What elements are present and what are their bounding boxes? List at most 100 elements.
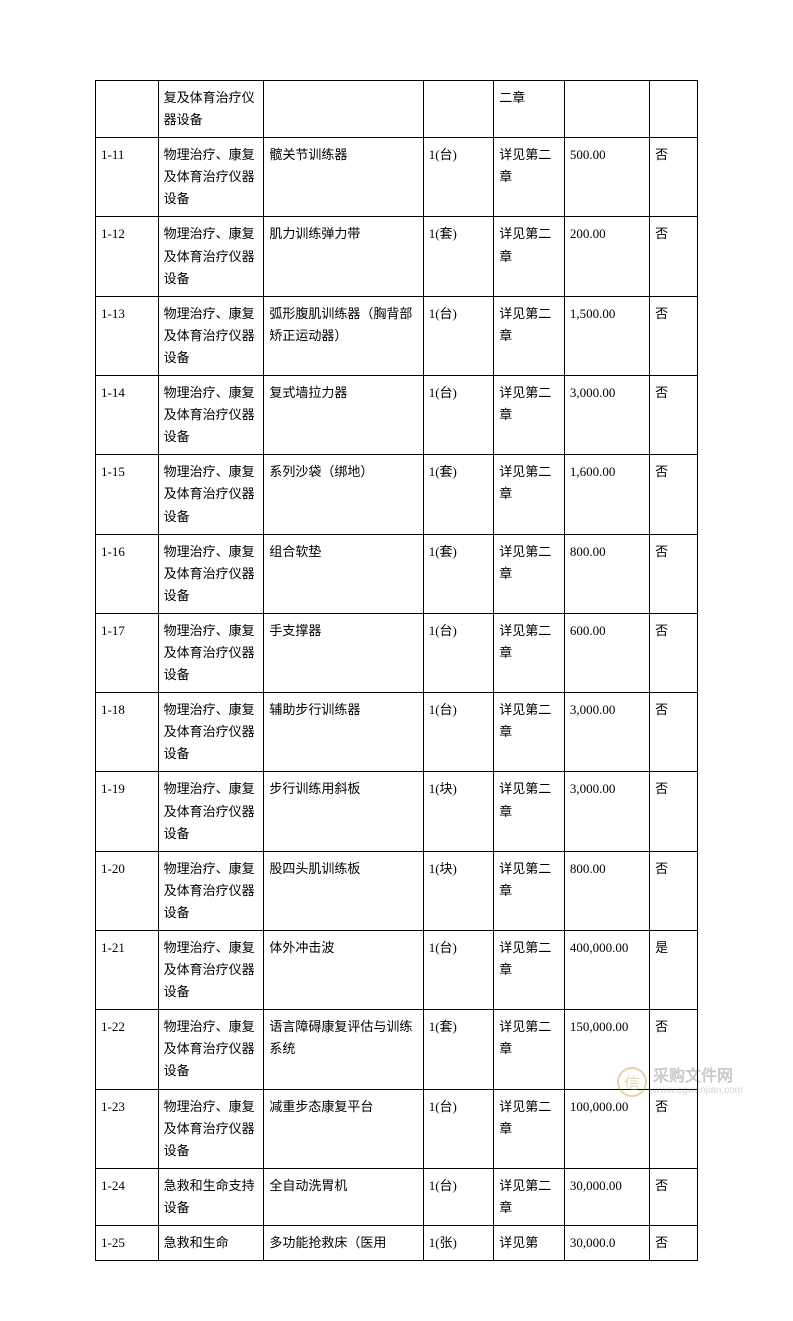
table-cell: 600.00 <box>564 613 649 692</box>
table-cell: 物理治疗、康复及体育治疗仪器设备 <box>158 693 264 772</box>
table-cell: 否 <box>650 455 698 534</box>
table-cell: 1-24 <box>96 1168 159 1225</box>
table-row: 1-14物理治疗、康复及体育治疗仪器设备复式墙拉力器1(台)详见第二章3,000… <box>96 376 698 455</box>
watermark-text-container: 采购文件网 www.cgwenjian.com <box>653 1068 743 1097</box>
table-cell: 详见第二章 <box>494 455 565 534</box>
table-cell: 1-20 <box>96 851 159 930</box>
table-cell: 100,000.00 <box>564 1089 649 1168</box>
table-cell: 详见第二章 <box>494 1010 565 1089</box>
table-cell: 弧形腹肌训练器（胸背部矫正运动器） <box>264 296 423 375</box>
table-cell: 是 <box>650 931 698 1010</box>
table-cell: 否 <box>650 772 698 851</box>
table-cell: 否 <box>650 138 698 217</box>
table-cell: 1-15 <box>96 455 159 534</box>
watermark-icon: 信 <box>617 1067 647 1097</box>
table-cell: 1(台) <box>423 138 494 217</box>
table-row: 1-12物理治疗、康复及体育治疗仪器设备肌力训练弹力带1(套)详见第二章200.… <box>96 217 698 296</box>
table-cell: 否 <box>650 376 698 455</box>
table-cell: 全自动洗胃机 <box>264 1168 423 1225</box>
table-cell: 物理治疗、康复及体育治疗仪器设备 <box>158 613 264 692</box>
table-cell: 1(张) <box>423 1226 494 1261</box>
table-cell: 详见第二章 <box>494 1089 565 1168</box>
table-cell: 3,000.00 <box>564 772 649 851</box>
table-row: 1-25急救和生命多功能抢救床（医用1(张)详见第30,000.0否 <box>96 1226 698 1261</box>
table-cell: 详见第二章 <box>494 851 565 930</box>
table-cell: 否 <box>650 534 698 613</box>
table-cell: 详见第二章 <box>494 217 565 296</box>
table-cell: 物理治疗、康复及体育治疗仪器设备 <box>158 138 264 217</box>
table-cell: 1,600.00 <box>564 455 649 534</box>
table-cell: 详见第二章 <box>494 693 565 772</box>
table-cell: 复式墙拉力器 <box>264 376 423 455</box>
table-cell: 物理治疗、康复及体育治疗仪器设备 <box>158 376 264 455</box>
table-cell: 800.00 <box>564 851 649 930</box>
table-cell: 否 <box>650 1089 698 1168</box>
table-row: 1-17物理治疗、康复及体育治疗仪器设备手支撑器1(台)详见第二章600.00否 <box>96 613 698 692</box>
table-cell: 详见第二章 <box>494 931 565 1010</box>
table-cell: 3,000.00 <box>564 693 649 772</box>
table-cell: 减重步态康复平台 <box>264 1089 423 1168</box>
equipment-table: 复及体育治疗仪器设备二章1-11物理治疗、康复及体育治疗仪器设备髋关节训练器1(… <box>95 80 698 1261</box>
table-row: 1-24急救和生命支持设备全自动洗胃机1(台)详见第二章30,000.00否 <box>96 1168 698 1225</box>
table-row: 1-20物理治疗、康复及体育治疗仪器设备股四头肌训练板1(块)详见第二章800.… <box>96 851 698 930</box>
table-cell: 800.00 <box>564 534 649 613</box>
table-cell: 肌力训练弹力带 <box>264 217 423 296</box>
table-cell: 30,000.00 <box>564 1168 649 1225</box>
table-cell: 1(套) <box>423 1010 494 1089</box>
table-row: 1-23物理治疗、康复及体育治疗仪器设备减重步态康复平台1(台)详见第二章100… <box>96 1089 698 1168</box>
table-cell: 1(台) <box>423 1168 494 1225</box>
table-cell: 1-14 <box>96 376 159 455</box>
table-cell: 详见第 <box>494 1226 565 1261</box>
table-cell: 1(台) <box>423 931 494 1010</box>
table-cell: 1(块) <box>423 772 494 851</box>
watermark-main-text: 采购文件网 <box>653 1068 743 1086</box>
table-cell: 30,000.0 <box>564 1226 649 1261</box>
table-cell: 二章 <box>494 81 565 138</box>
table-cell: 1-25 <box>96 1226 159 1261</box>
table-cell: 1(台) <box>423 296 494 375</box>
table-cell: 否 <box>650 693 698 772</box>
table-cell: 物理治疗、康复及体育治疗仪器设备 <box>158 534 264 613</box>
table-cell: 急救和生命支持设备 <box>158 1168 264 1225</box>
table-cell: 1(台) <box>423 376 494 455</box>
table-cell: 400,000.00 <box>564 931 649 1010</box>
watermark-url-text: www.cgwenjian.com <box>653 1085 743 1096</box>
table-cell: 200.00 <box>564 217 649 296</box>
table-cell: 否 <box>650 851 698 930</box>
table-cell <box>650 81 698 138</box>
table-cell: 3,000.00 <box>564 376 649 455</box>
table-cell: 详见第二章 <box>494 1168 565 1225</box>
table-cell: 物理治疗、康复及体育治疗仪器设备 <box>158 772 264 851</box>
table-cell: 手支撑器 <box>264 613 423 692</box>
table-cell: 1,500.00 <box>564 296 649 375</box>
table-cell <box>564 81 649 138</box>
table-cell: 物理治疗、康复及体育治疗仪器设备 <box>158 217 264 296</box>
table-cell: 1-12 <box>96 217 159 296</box>
table-cell: 物理治疗、康复及体育治疗仪器设备 <box>158 931 264 1010</box>
table-row: 1-15物理治疗、康复及体育治疗仪器设备系列沙袋（绑地）1(套)详见第二章1,6… <box>96 455 698 534</box>
table-row: 1-19物理治疗、康复及体育治疗仪器设备步行训练用斜板1(块)详见第二章3,00… <box>96 772 698 851</box>
table-cell: 详见第二章 <box>494 138 565 217</box>
table-cell: 详见第二章 <box>494 613 565 692</box>
table-cell: 物理治疗、康复及体育治疗仪器设备 <box>158 1089 264 1168</box>
table-cell: 体外冲击波 <box>264 931 423 1010</box>
table-cell: 1-23 <box>96 1089 159 1168</box>
table-cell: 复及体育治疗仪器设备 <box>158 81 264 138</box>
page-container: 复及体育治疗仪器设备二章1-11物理治疗、康复及体育治疗仪器设备髋关节训练器1(… <box>0 0 793 1321</box>
table-cell: 否 <box>650 1168 698 1225</box>
table-row: 1-21物理治疗、康复及体育治疗仪器设备体外冲击波1(台)详见第二章400,00… <box>96 931 698 1010</box>
table-cell: 否 <box>650 1226 698 1261</box>
table-cell: 否 <box>650 296 698 375</box>
table-row: 1-18物理治疗、康复及体育治疗仪器设备辅助步行训练器1(台)详见第二章3,00… <box>96 693 698 772</box>
table-cell: 多功能抢救床（医用 <box>264 1226 423 1261</box>
table-cell: 物理治疗、康复及体育治疗仪器设备 <box>158 455 264 534</box>
table-cell: 1(套) <box>423 534 494 613</box>
table-cell: 辅助步行训练器 <box>264 693 423 772</box>
watermark: 信 采购文件网 www.cgwenjian.com <box>617 1067 743 1097</box>
table-cell: 系列沙袋（绑地） <box>264 455 423 534</box>
table-body: 复及体育治疗仪器设备二章1-11物理治疗、康复及体育治疗仪器设备髋关节训练器1(… <box>96 81 698 1261</box>
table-cell: 500.00 <box>564 138 649 217</box>
table-cell: 详见第二章 <box>494 296 565 375</box>
table-row: 1-16物理治疗、康复及体育治疗仪器设备组合软垫1(套)详见第二章800.00否 <box>96 534 698 613</box>
table-row: 复及体育治疗仪器设备 二章 <box>96 81 698 138</box>
